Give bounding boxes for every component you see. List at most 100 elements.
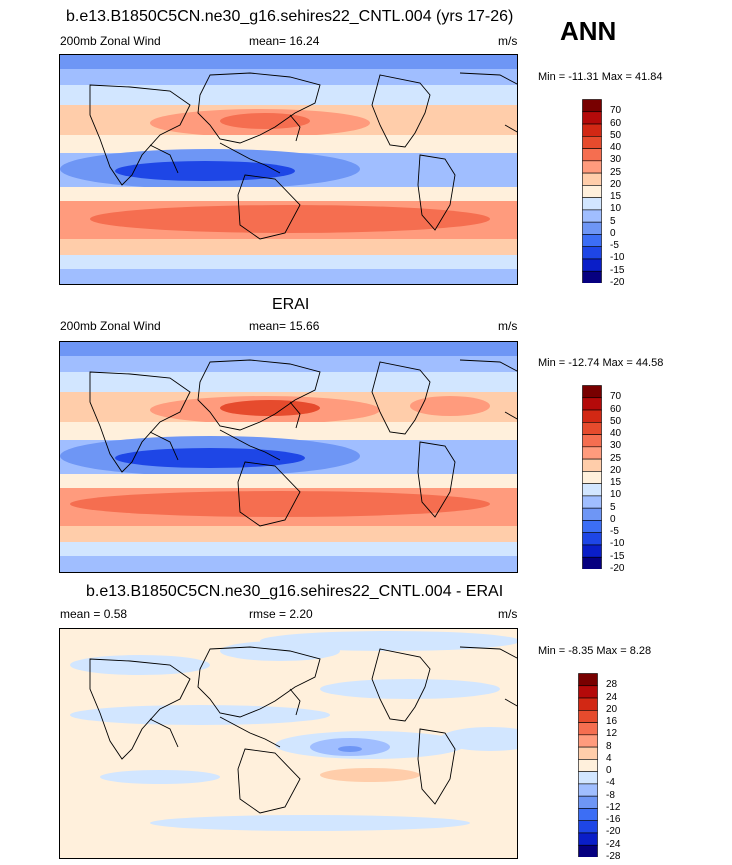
panel1-colorbar-tick-label: 10 bbox=[610, 203, 622, 215]
panel1-colorbar-box bbox=[582, 123, 602, 137]
panel2-colorbar-box bbox=[582, 507, 602, 521]
panel2-colorbar-tick-label: 20 bbox=[610, 464, 622, 476]
panel2-colorbar-tick-label: -10 bbox=[610, 538, 625, 550]
panel3-colorbar-box bbox=[578, 771, 598, 785]
panel1-colorbar-tick-label: -20 bbox=[610, 277, 625, 288]
panel3-sub-neg bbox=[70, 705, 330, 725]
panel1-coastlines bbox=[89, 72, 517, 240]
panel2-colorbar-box bbox=[582, 471, 602, 484]
panel1-colorbar-tick-label: 20 bbox=[610, 178, 622, 190]
panel2-map-svg bbox=[60, 342, 517, 572]
panel3-units-label: m/s bbox=[498, 607, 518, 621]
panel3-colorbar-tick-label: 28 bbox=[606, 679, 618, 691]
panel2-colorbar-box bbox=[582, 421, 602, 435]
panel2-atl-jet bbox=[410, 396, 490, 416]
panel3-colorbar-box bbox=[578, 844, 598, 858]
panel1-colorbar-box bbox=[582, 258, 602, 272]
panel1-map bbox=[59, 54, 518, 285]
panel1-colorbar-box bbox=[582, 221, 602, 235]
panel3-colorbar-box bbox=[578, 685, 598, 699]
panel2-colorbar-tick-label: 50 bbox=[610, 415, 622, 427]
panel3-colorbar-box bbox=[578, 673, 598, 687]
panel2-subtropic-band bbox=[60, 422, 517, 440]
panel1-subtropic-band bbox=[60, 135, 517, 153]
panel2-colorbar-tick-label: 5 bbox=[610, 501, 616, 513]
panel2-colorbar-tick-label: 25 bbox=[610, 452, 622, 464]
panel2-colorbar-box bbox=[582, 556, 602, 570]
panel2-colorbar-tick-label: -5 bbox=[610, 526, 619, 538]
panel3-minmax: Min = -8.35 Max = 8.28 bbox=[538, 645, 652, 657]
panel3-nh-neg1 bbox=[70, 655, 210, 675]
panel1-sh-sub-band bbox=[60, 187, 517, 201]
panel1-colorbar-box bbox=[582, 135, 602, 149]
panel1-colorbar-box bbox=[582, 185, 602, 198]
panel1-title: b.e13.B1850C5CN.ne30_g16.sehires22_CNTL.… bbox=[66, 8, 514, 25]
panel1-colorbar-tick-label: 5 bbox=[610, 215, 616, 227]
panel2-colorbar-box bbox=[582, 409, 602, 423]
panel1-sh-mid-band bbox=[60, 239, 517, 255]
panel1-colorbar-tick-label: 60 bbox=[610, 117, 622, 129]
panel2-colorbar-box bbox=[582, 544, 602, 558]
panel3-colorbar-tick-label: 20 bbox=[606, 703, 618, 715]
panel3-colorbar-tick-label: -12 bbox=[606, 801, 621, 813]
panel2-colorbar-tick-label: -15 bbox=[610, 550, 625, 562]
panel3-colorbar-tick-label: 4 bbox=[606, 752, 612, 764]
panel3-colorbar-ticks: 28 24 20 16 12 8 4 0 -4 -8 -12 -16 -20 -24 -28 bbox=[606, 673, 646, 862]
panel2-minmax: Min = -12.74 Max = 44.58 bbox=[538, 357, 664, 369]
panel3-colorbar-box bbox=[578, 808, 598, 821]
panel1-variable-label: 200mb Zonal Wind bbox=[60, 34, 161, 48]
panel3-map-svg bbox=[60, 629, 517, 858]
panel2-colorbar-tick-label: 60 bbox=[610, 403, 622, 415]
panel2-colorbar-box bbox=[582, 434, 602, 448]
panel2-sh-mid-band bbox=[60, 526, 517, 542]
panel1-map-svg bbox=[60, 55, 517, 284]
panel3-nh-neg3 bbox=[320, 679, 500, 699]
panel1-nh-jet-max bbox=[220, 113, 310, 129]
panel1-colorbar-tick-label: 70 bbox=[610, 105, 622, 117]
panel1-units-label: m/s bbox=[498, 34, 518, 48]
panel3-sh-pos bbox=[320, 768, 420, 782]
panel2-colorbar-box bbox=[582, 483, 602, 497]
panel2-colorbar-box bbox=[582, 532, 602, 546]
panel1-colorbar-box bbox=[582, 172, 602, 186]
panel2-north-band bbox=[60, 342, 517, 356]
panel1-colorbar-tick-label: 0 bbox=[610, 227, 616, 239]
panel3-colorbar-tick-label: 12 bbox=[606, 728, 618, 740]
panel2-colorbar-tick-label: 10 bbox=[610, 489, 622, 501]
panel2-sh-sub-band bbox=[60, 474, 517, 488]
panel2-colorbar-tick-label: -20 bbox=[610, 563, 625, 574]
panel1-colorbar-box bbox=[582, 234, 602, 247]
panel3-colorbar-box bbox=[578, 746, 598, 760]
panel1-sh-jet-core bbox=[90, 205, 490, 233]
panel3-sh-neg bbox=[100, 770, 220, 784]
panel1-colorbar-tick-label: 25 bbox=[610, 166, 622, 178]
panel2-nh-jet-max bbox=[220, 400, 320, 416]
panel3-colorbar-tick-label: -28 bbox=[606, 851, 621, 862]
panel2-colorbar-box bbox=[582, 397, 602, 411]
panel2-eq-atl bbox=[420, 442, 517, 466]
panel2-colorbar-tick-label: 40 bbox=[610, 428, 622, 440]
panel3-colorbar-box bbox=[578, 734, 598, 748]
panel1-nh-mid-band bbox=[60, 85, 517, 105]
panel2-colorbar-tick-label: 0 bbox=[610, 513, 616, 525]
panel3-colorbar-box bbox=[578, 832, 598, 846]
panel3-colorbar-tick-label: -4 bbox=[606, 777, 615, 789]
panel3-mean-label: mean = 0.58 bbox=[60, 607, 128, 621]
panel3-colorbar-box bbox=[578, 783, 598, 797]
panel2-colorbar-tick-label: 70 bbox=[610, 391, 622, 403]
panel2-sh-pol-band bbox=[60, 542, 517, 556]
panel1-colorbar bbox=[582, 99, 602, 284]
panel2-mean-label: mean= 15.66 bbox=[249, 319, 320, 333]
panel3-colorbar-box bbox=[578, 709, 598, 723]
panel1-colorbar-tick-label: 50 bbox=[610, 129, 622, 141]
panel3-colorbar-tick-label: -8 bbox=[606, 789, 615, 801]
panel2-colorbar-tick-label: 15 bbox=[610, 477, 622, 489]
panel1-colorbar-tick-label: 30 bbox=[610, 154, 622, 166]
panel3-eq-neg3 bbox=[338, 746, 362, 752]
panel1-colorbar-box bbox=[582, 270, 602, 284]
panel1-colorbar-box bbox=[582, 160, 602, 174]
panel1-north-band bbox=[60, 55, 517, 69]
panel3-colorbar-box bbox=[578, 820, 598, 834]
panel3-colorbar-box bbox=[578, 722, 598, 736]
panel2-colorbar-box bbox=[582, 458, 602, 472]
